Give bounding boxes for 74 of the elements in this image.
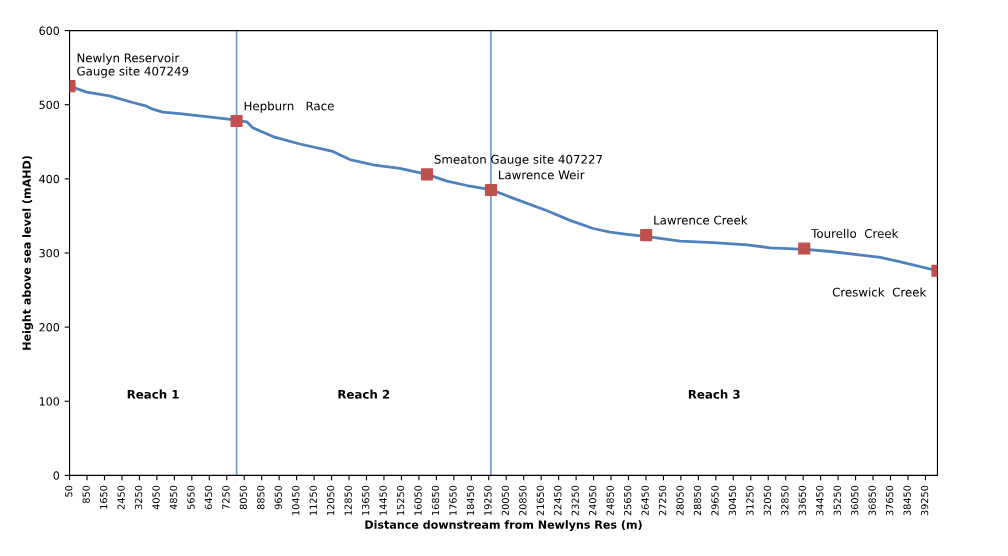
x-tick-label: 20050 [501,485,510,516]
x-tick-label: 38450 [903,485,911,516]
y-tick-label: 600 [39,26,60,35]
y-tick-label: 100 [39,397,60,406]
x-tick-label: 20850 [519,485,527,516]
x-tick-label: 36050 [851,485,859,516]
x-tick-label: 27250 [658,485,667,516]
x-tick-label: 34450 [816,485,824,516]
x-tick-label: 9650 [274,485,282,510]
point [230,114,243,128]
x-tick-label: 6450 [204,485,213,510]
x-tick-label: 26450 [641,485,649,516]
x-tick-label: 36850 [868,485,876,516]
x-tick-label: 28050 [676,485,684,516]
x-tick-label: 7250 [222,485,230,510]
x-tick-label: 1650 [99,485,108,509]
x-tick-label: 12050 [327,485,335,515]
x-tick-label: 10450 [292,485,300,515]
x-tick-label: 32850 [781,485,789,516]
annotation: Smeaton Gauge site 407227 [434,154,602,167]
x-tick-label: 2450 [117,485,125,510]
x-tick-label: 15250 [396,485,405,515]
x-tick-label: 4050 [152,485,160,510]
annotation: Creswick Creek [832,287,927,297]
annotation: Reach 3 [688,389,740,399]
y-tick-label: 0 [53,471,60,480]
x-tick-label: 18450 [466,485,475,515]
x-tick-label: 16850 [431,485,440,515]
x-tick-label: 35250 [833,485,841,516]
annotation: Lawrence Creek [654,215,748,225]
annotation: Tourello Creek [811,228,899,238]
annotation: Reach 1 [127,389,179,399]
x-tick-label: 30450 [728,485,737,516]
x-tick-label: 39250 [920,485,929,516]
y-tick-label: 200 [39,323,60,332]
x-tick-label: 37650 [885,485,894,516]
x-tick-label: 13650 [361,485,370,515]
point [640,229,653,242]
x-tick-label: 28850 [693,485,702,516]
x-tick-label: 12850 [344,485,352,515]
x-tick-label: 25650 [623,485,632,516]
y-axis-title: Height above sea level (mAHD) [22,156,34,350]
y-tick-label: 300 [39,248,60,258]
x-tick-label: 32050 [763,485,772,516]
x-tick-label: 29650 [711,485,719,516]
annotation: Newlyn Reservoir Gauge site 407249 [77,53,189,78]
point [420,168,434,181]
x-tick-label: 850 [82,485,90,503]
x-tick-label: 23250 [571,485,579,516]
x-tick-label: 19250 [484,485,492,515]
annotation: Hepburn Race [244,101,334,113]
x-tick-label: 4850 [169,485,178,510]
point [798,242,811,255]
x-tick-label: 8850 [257,485,265,510]
x-tick-label: 14450 [379,485,387,515]
x-tick-label: 24050 [589,485,597,516]
annotation: Reach 2 [338,389,390,399]
x-tick-label: 17650 [449,485,457,515]
x-tick-label: 21650 [536,485,544,516]
x-tick-label: 16050 [414,485,422,515]
x-tick-label: 33650 [798,485,806,516]
x-axis-title: Distance downstream from Newlyns Res (m) [365,520,642,532]
point [484,183,498,197]
annotation: Lawrence Weir [499,170,585,180]
x-tick-label: 8050 [239,485,248,510]
x-tick-label: 50 [65,485,73,497]
x-tick-label: 22450 [554,485,562,516]
x-tick-label: 11250 [309,485,317,515]
x-tick-label: 31250 [746,485,754,516]
x-tick-label: 24850 [606,485,614,516]
x-tick-label: 3250 [134,485,143,510]
y-tick-label: 400 [39,174,60,184]
y-tick-label: 500 [39,100,60,110]
x-tick-label: 5650 [187,485,195,510]
